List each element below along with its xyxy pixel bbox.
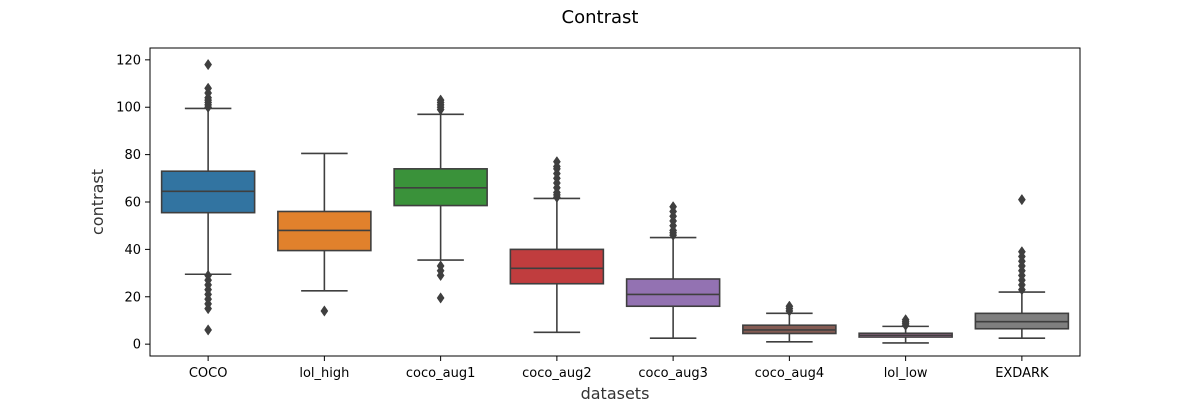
plot-frame	[149, 47, 1081, 357]
outlier-point	[901, 314, 910, 326]
y-tick-label: 100	[116, 101, 141, 116]
outlier-point	[436, 94, 445, 106]
outlier-point	[204, 269, 213, 282]
chart-title: Contrast	[562, 7, 639, 28]
outlier-point	[1017, 246, 1026, 258]
box-group-COCO	[160, 58, 256, 336]
box-group-lol_low	[858, 314, 953, 344]
plot-area	[149, 47, 1081, 357]
outlier-point	[552, 156, 561, 168]
y-axis-label: contrast	[88, 169, 107, 235]
y-axis: 0 20 40 60 80 100 120	[116, 53, 150, 353]
x-tick-label: coco_aug4	[755, 366, 824, 381]
box	[625, 278, 721, 308]
box	[509, 248, 605, 285]
x-tick-label: lol_high	[299, 366, 349, 381]
x-tick-label: coco_aug1	[406, 366, 475, 381]
outlier-point	[436, 292, 445, 304]
x-tick-label: lol_low	[884, 366, 928, 381]
box-group-coco_aug1	[393, 94, 488, 304]
box-group-EXDARK	[974, 193, 1070, 340]
outlier-point	[204, 324, 213, 336]
x-tick-label: coco_aug3	[638, 366, 707, 381]
box-group-lol_high	[277, 152, 372, 317]
outlier-point	[785, 300, 794, 312]
box-group-coco_aug4	[742, 300, 837, 343]
x-tick-label: EXDARK	[995, 366, 1049, 381]
box-group-coco_aug3	[625, 201, 721, 340]
outlier-point	[320, 305, 329, 317]
outlier-point	[1017, 193, 1026, 206]
outlier-point	[204, 58, 213, 71]
y-tick-label: 60	[124, 196, 141, 211]
box-group-coco_aug2	[509, 156, 605, 334]
y-tick-label: 20	[124, 290, 141, 305]
x-tick-label: COCO	[189, 366, 228, 381]
x-axis-label: datasets	[581, 384, 650, 400]
y-tick-label: 120	[116, 53, 141, 68]
outlier-point	[669, 201, 678, 213]
outlier-point	[204, 82, 213, 94]
x-tick-label: coco_aug2	[522, 366, 591, 381]
y-tick-label: 0	[133, 338, 141, 353]
x-axis: COCO lol_high coco_aug1 coco_aug2 coco_aug3 c…	[189, 356, 1049, 381]
outlier-point	[436, 260, 445, 272]
y-tick-label: 80	[124, 148, 141, 163]
y-tick-label: 40	[124, 243, 141, 258]
